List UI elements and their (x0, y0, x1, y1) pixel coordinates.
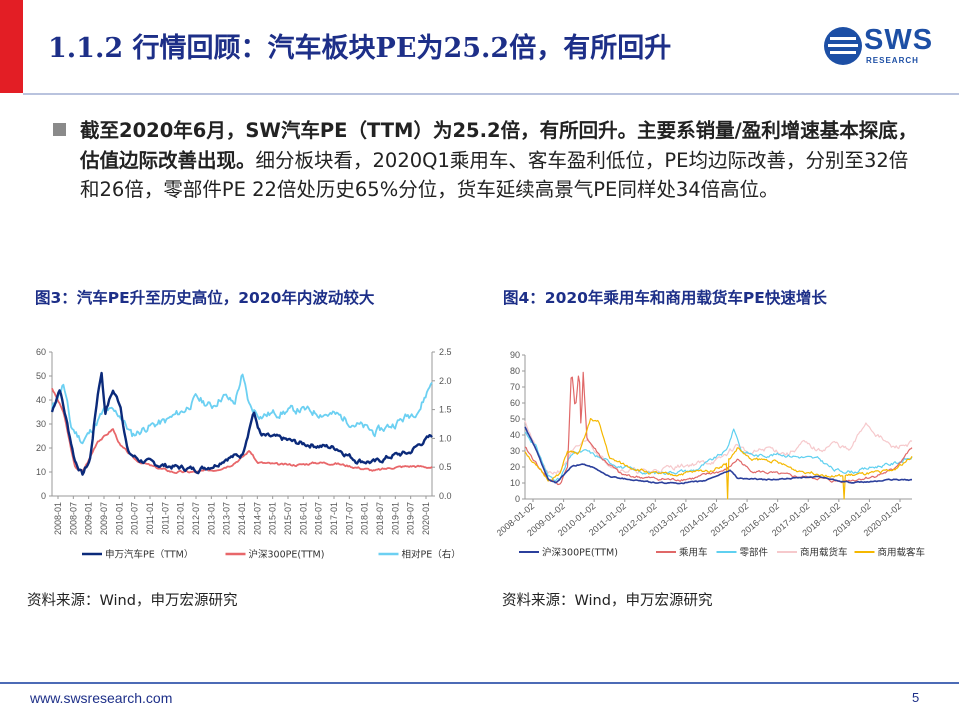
footer-divider (0, 682, 959, 684)
series-line-沪深300PE-TTM (524, 426, 913, 485)
legend-label: 沪深300PE(TTM) (249, 549, 325, 561)
y-tick-label: 60 (510, 398, 520, 408)
x-tick-label: 2018-07 (375, 502, 385, 535)
x-tick-label: 2017-07 (344, 502, 354, 535)
logo-subtext: RESEARCH (866, 56, 919, 65)
x-tick-label: 2010-01 (114, 502, 124, 535)
y2-tick-label: 1.5 (439, 405, 452, 415)
y-tick-label: 0 (515, 494, 520, 504)
page-title: 1.1.2 行情回顾：汽车板块PE为25.2倍，有所回升 (48, 33, 672, 64)
legend-label: 相对PE（右） (402, 549, 461, 561)
y2-tick-label: 0.0 (439, 491, 452, 501)
summary-strong-text: 截至2020年6月，SW汽车PE（TTM）为25.2倍，有所回升。主要系销量/盈… (80, 119, 918, 172)
x-tick-label: 2014-01 (237, 502, 247, 535)
square-bullet-icon (53, 123, 66, 136)
figure4-title: 图4：2020年乘用车和商用载货车PE快速增长 (503, 289, 827, 307)
header: 1.1.2 行情回顾：汽车板块PE为25.2倍，有所回升 SWS RESEARC… (0, 0, 959, 96)
y-tick-label: 10 (510, 478, 520, 488)
x-tick-label: 2020-01 (421, 502, 431, 535)
y2-tick-label: 0.5 (439, 462, 452, 472)
header-divider (23, 93, 959, 95)
series-line-商用载货车 (524, 420, 913, 475)
y-tick-label: 0 (41, 491, 46, 501)
logo-text: SWS (864, 24, 934, 56)
x-tick-label: 2013-01 (206, 502, 216, 535)
y-tick-label: 40 (36, 395, 46, 405)
y-tick-label: 40 (510, 430, 520, 440)
figure4-source: 资料来源：Wind，申万宏源研究 (502, 593, 713, 609)
figure3-source: 资料来源：Wind，申万宏源研究 (27, 593, 238, 609)
x-tick-label: 2008-07 (68, 502, 78, 535)
y-tick-label: 70 (510, 382, 520, 392)
y-tick-label: 50 (510, 414, 520, 424)
x-tick-label: 2010-07 (130, 502, 140, 535)
series-line-相对PE-右 (51, 373, 433, 445)
title-accent-bar (0, 0, 23, 93)
y2-tick-label: 2.0 (439, 376, 452, 386)
y2-tick-label: 2.5 (439, 347, 452, 357)
y-tick-label: 60 (36, 347, 46, 357)
page-number: 5 (912, 690, 920, 705)
y-tick-label: 30 (36, 419, 46, 429)
y-tick-label: 80 (510, 366, 520, 376)
legend-label: 沪深300PE(TTM) (542, 547, 618, 559)
x-tick-label: 2019-07 (406, 502, 416, 535)
x-tick-label: 2009-01 (84, 502, 94, 535)
legend-label: 乘用车 (679, 547, 708, 559)
y-tick-label: 20 (36, 443, 46, 453)
series-line-商用载客车 (524, 418, 913, 500)
legend-label: 商用载货车 (800, 547, 848, 559)
y-tick-label: 10 (36, 467, 46, 477)
legend-label: 商用载客车 (878, 547, 926, 559)
x-tick-label: 2019-01 (390, 502, 400, 535)
y-tick-label: 50 (36, 371, 46, 381)
figure3-title: 图3：汽车PE升至历史高位，2020年内波动较大 (35, 289, 375, 307)
x-tick-label: 2014-07 (252, 502, 262, 535)
x-tick-label: 2015-07 (283, 502, 293, 535)
x-tick-label: 2017-01 (329, 502, 339, 535)
x-tick-label: 2018-01 (360, 502, 370, 535)
series-line-沪深300PE-TTM (51, 387, 433, 474)
x-tick-label: 2012-01 (176, 502, 186, 535)
footer-url[interactable]: www.swsresearch.com (30, 690, 173, 706)
x-tick-label: 2008-01 (53, 502, 63, 535)
y-tick-label: 20 (510, 462, 520, 472)
sws-logo-icon (824, 27, 862, 65)
y-tick-label: 30 (510, 446, 520, 456)
legend-label: 申万汽车PE（TTM） (105, 549, 193, 561)
figure3-chart: 0 10 20 30 40 50 60 0.0 0.5 1.0 1.5 2.0 2.5 2008-01 20… (36, 347, 461, 561)
series-line-零部件 (524, 428, 913, 482)
summary-normal-text: 细分板块看，2020Q1乘用车、客车盈利低位，PE均边际改善，分别至32倍和26… (80, 148, 909, 202)
y-tick-label: 90 (510, 350, 520, 360)
summary-paragraph: 截至2020年6月，SW汽车PE（TTM）为25.2倍，有所回升。主要系销量/盈… (80, 116, 925, 205)
x-tick-label: 2009-07 (99, 502, 109, 535)
series-line-申万汽车PE-TTM (50, 371, 433, 476)
x-tick-label: 2012-07 (191, 502, 201, 535)
figure4-chart: 01020304050607080902008-01-022009-01-022… (497, 350, 926, 559)
x-tick-label: 2011-07 (160, 502, 170, 534)
x-tick-label: 2013-07 (222, 502, 232, 535)
x-tick-label: 2016-07 (314, 502, 324, 535)
legend-label: 零部件 (740, 547, 769, 559)
x-tick-label: 2015-01 (268, 502, 278, 535)
x-tick-label: 2011-01 (145, 502, 155, 534)
x-tick-label: 2016-01 (298, 502, 308, 535)
y2-tick-label: 1.0 (439, 433, 452, 443)
